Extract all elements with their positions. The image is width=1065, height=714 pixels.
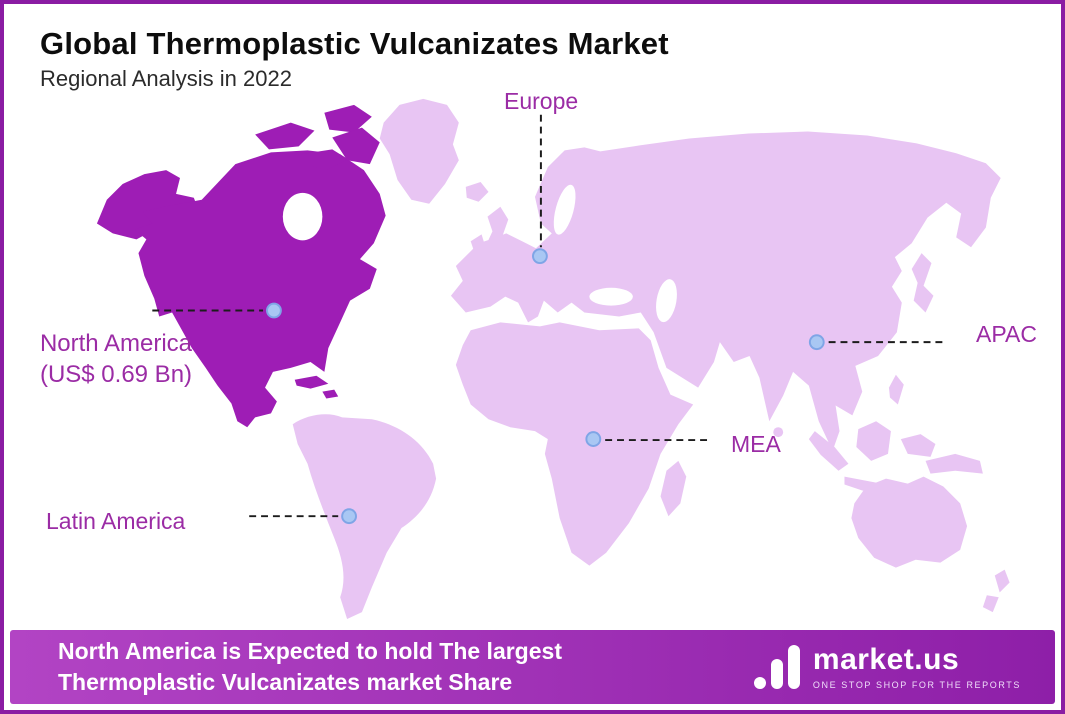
- island-sumatra: [808, 431, 849, 471]
- logo-dot-shape: [753, 677, 766, 689]
- island-borneo: [856, 421, 891, 461]
- region-label-mea: MEA: [731, 431, 781, 457]
- continent-greenland: [379, 98, 459, 204]
- region-value-north-america: (US$ 0.69 Bn): [39, 361, 193, 389]
- header: Global Thermoplastic Vulcanizates Market…: [40, 26, 669, 92]
- region-label-latin-america: Latin America: [46, 508, 186, 534]
- marker-europe: [532, 248, 548, 265]
- brand-text: market.us ONE STOP SHOP FOR THE REPORTS: [812, 642, 1021, 690]
- footer-headline: North America is Expected to hold The la…: [58, 636, 562, 698]
- region-north-america-mainland: [134, 150, 386, 428]
- marker-north-america: [266, 302, 282, 319]
- island-sri-lanka: [773, 427, 784, 438]
- region-label-europe: Europe: [504, 88, 579, 114]
- page-subtitle: Regional Analysis in 2022: [40, 66, 292, 91]
- marketus-logo-icon: [753, 643, 800, 691]
- region-arctic-island-1: [255, 122, 315, 150]
- world-map: [96, 98, 1010, 620]
- island-new-guinea: [925, 453, 983, 474]
- island-java: [844, 476, 896, 495]
- marker-mea: [585, 431, 602, 447]
- continent-australia: [851, 476, 968, 568]
- region-baffin-island: [332, 127, 380, 165]
- region-name-north-america: North America: [39, 330, 193, 357]
- continent-africa: [455, 322, 694, 566]
- continent-eurasia: [450, 131, 1001, 451]
- island-sulawesi: [900, 434, 936, 457]
- island-madagascar: [660, 460, 687, 517]
- island-hispaniola: [322, 389, 339, 399]
- brand-block: market.us ONE STOP SHOP FOR THE REPORTS: [753, 642, 1027, 691]
- brand-name: market.us: [812, 642, 960, 676]
- footer-headline-line2: Thermoplastic Vulcanizates market Share: [58, 669, 513, 695]
- caspian-sea: [656, 279, 677, 323]
- island-new-zealand-south: [982, 595, 999, 613]
- island-cuba: [294, 375, 329, 389]
- region-label-north-america: North America (US$ 0.69 Bn): [16, 328, 216, 390]
- footer-headline-line1: North America is Expected to hold The la…: [58, 637, 562, 664]
- page-title: Global Thermoplastic Vulcanizates Market: [40, 26, 669, 61]
- baltic-sea: [553, 184, 576, 235]
- marker-latin-america: [341, 508, 357, 525]
- black-sea: [589, 287, 633, 306]
- island-philippines: [888, 374, 904, 405]
- island-iceland: [465, 181, 489, 202]
- region-label-apac: APAC: [976, 321, 1037, 347]
- island-new-zealand-north: [994, 569, 1010, 593]
- continent-south-america: [292, 414, 437, 620]
- island-japan: [911, 253, 934, 313]
- region-arctic-island-2: [324, 104, 372, 133]
- footer-banner: North America is Expected to hold The la…: [10, 630, 1055, 704]
- logo-bar-shape-1: [770, 659, 783, 689]
- logo-bar-shape-2: [787, 645, 800, 689]
- brand-tagline: ONE STOP SHOP FOR THE REPORTS: [812, 679, 1021, 690]
- marker-apac: [808, 334, 825, 351]
- hudson-bay: [282, 192, 323, 241]
- region-arctic-island-3: [300, 149, 349, 171]
